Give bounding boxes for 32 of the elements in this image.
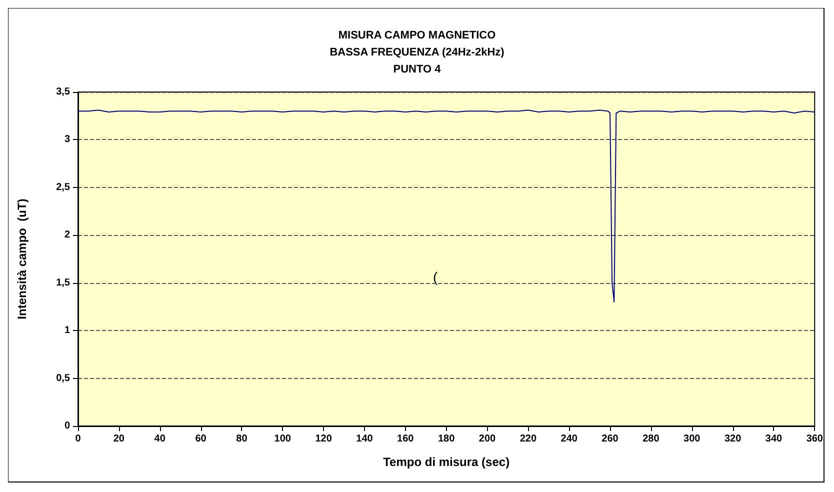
y-tick-label: 1 — [64, 325, 70, 336]
x-tick-label: 240 — [560, 434, 578, 444]
y-tick-label: 0 — [64, 420, 70, 432]
x-tick-label: 40 — [154, 434, 166, 444]
y-tick-label: 2,5 — [56, 182, 70, 193]
annotation: ( — [433, 269, 438, 285]
x-axis-title: Tempo di misura (sec) — [383, 455, 510, 469]
x-tick-label: 0 — [75, 434, 82, 444]
x-tick-label: 360 — [806, 434, 824, 444]
x-tick-label: 100 — [274, 434, 292, 444]
x-tick-label: 120 — [315, 434, 332, 444]
x-tick-label: 280 — [642, 434, 660, 444]
y-tick-label: 3 — [64, 134, 70, 146]
x-tick-label: 320 — [724, 434, 742, 444]
x-tick-label: 180 — [438, 434, 456, 444]
x-tick-label: 260 — [602, 434, 619, 444]
x-tick-label: 80 — [236, 434, 248, 444]
y-axis-title: Intensità campo (uT) — [15, 198, 29, 320]
x-tick-label: 300 — [684, 434, 701, 444]
chart-title: MISURA CAMPO MAGNETICO BASSA FREQUENZA (24Hz-2kHz) PUNTO 4 — [330, 30, 505, 76]
y-tick-label: 2 — [64, 230, 70, 241]
x-tick-label: 200 — [478, 434, 496, 444]
x-tick-label: 20 — [113, 434, 125, 444]
x-tick-label: 220 — [520, 434, 537, 444]
x-tick-label: 60 — [195, 434, 207, 444]
y-tick-label: 1,5 — [56, 277, 70, 288]
y-tick-label: 3,5 — [56, 86, 70, 98]
x-tick-label: 160 — [397, 434, 414, 444]
x-tick-label: 140 — [356, 434, 374, 444]
line-series — [78, 110, 816, 302]
x-tick-label: 340 — [765, 434, 783, 444]
y-tick-label: 0,5 — [56, 372, 70, 384]
